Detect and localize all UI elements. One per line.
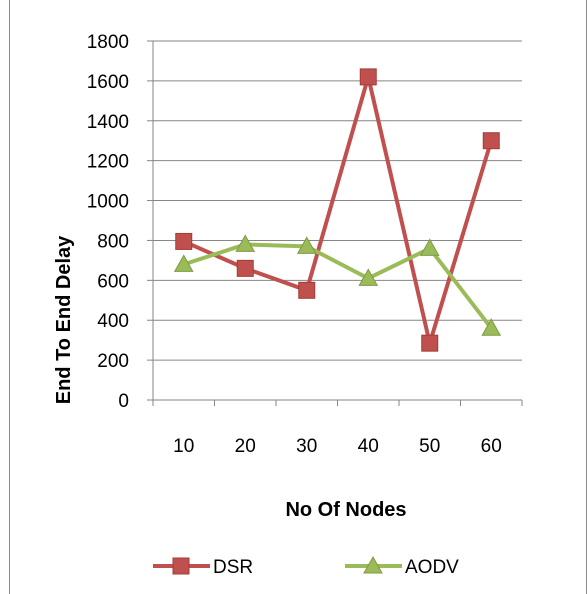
legend-label-dsr: DSR	[213, 557, 253, 578]
data-point-aodv	[235, 234, 256, 252]
y-tick-label: 1400	[87, 112, 129, 133]
legend: DSR AODV	[153, 555, 459, 578]
legend-marker-dsr	[172, 557, 190, 575]
x-tick-label: 30	[296, 436, 317, 457]
data-point-dsr	[236, 259, 254, 277]
data-point-aodv	[296, 236, 317, 254]
y-tick-label: 800	[97, 231, 129, 252]
y-tick-label: 1800	[87, 32, 129, 53]
x-tick-labels: 10 20 30 40 50 60	[173, 436, 502, 457]
x-tick-label: 40	[358, 436, 379, 457]
x-axis-title: No Of Nodes	[285, 499, 406, 521]
series-line-aodv	[183, 242, 493, 330]
y-tick-label: 1600	[87, 72, 129, 93]
y-tick-label: 200	[97, 351, 129, 372]
x-tick-label: 10	[173, 436, 194, 457]
x-tick-label: 60	[481, 436, 502, 457]
data-point-dsr	[175, 232, 193, 250]
axes	[147, 40, 523, 406]
data-point-aodv	[173, 254, 194, 272]
x-tick-label: 20	[235, 436, 256, 457]
y-tick-labels: 0 200 400 600 800 1000 1200 1400 1600 1800	[87, 32, 129, 412]
y-tick-label: 400	[97, 311, 129, 332]
data-point-aodv	[419, 238, 440, 256]
y-tick-label: 0	[118, 391, 129, 412]
data-point-dsr	[421, 334, 439, 352]
data-point-dsr	[298, 281, 316, 299]
legend-label-aodv: AODV	[405, 557, 459, 578]
data-point-aodv	[481, 318, 502, 336]
data-point-dsr	[359, 68, 377, 86]
data-point-dsr	[482, 132, 500, 150]
y-tick-label: 600	[97, 271, 129, 292]
series-layer	[173, 68, 502, 352]
gridlines	[153, 40, 522, 361]
series-line-dsr	[182, 74, 494, 346]
y-tick-label: 1200	[87, 152, 129, 173]
x-tick-label: 50	[419, 436, 440, 457]
data-point-aodv	[358, 268, 379, 286]
y-tick-label: 1000	[87, 192, 129, 213]
legend-marker-aodv	[363, 555, 383, 574]
y-axis-title: End To End Delay	[53, 235, 75, 404]
